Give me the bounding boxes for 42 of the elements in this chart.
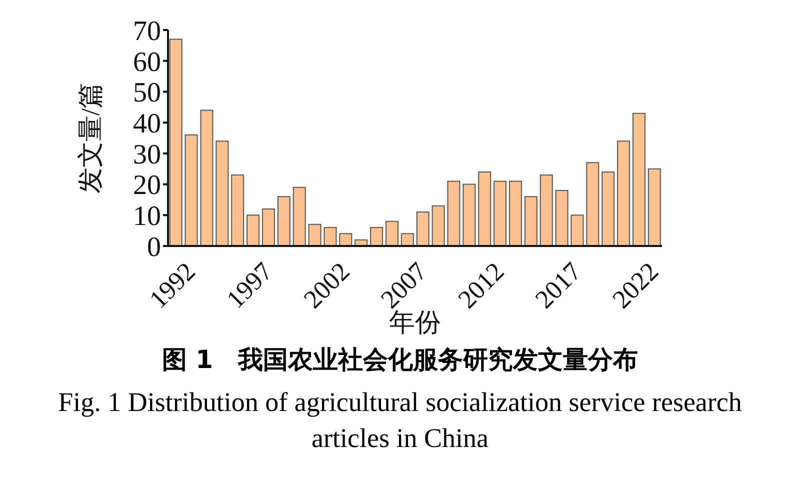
bar — [617, 140, 630, 246]
bar — [246, 214, 260, 246]
bar — [524, 196, 538, 246]
bar — [262, 208, 275, 246]
bar — [432, 205, 445, 246]
bar — [324, 226, 337, 246]
bar — [632, 112, 646, 246]
y-tick-label: 20 — [133, 170, 161, 202]
bar — [339, 233, 352, 246]
bar — [494, 180, 507, 246]
bar — [308, 224, 322, 246]
y-tick-label: 10 — [133, 201, 161, 232]
y-axis-title: 发文量/篇 — [76, 82, 106, 194]
bar — [416, 212, 430, 246]
text: Fig. 1 Distribution of agricultural socialization service research articles in China — [57, 386, 743, 455]
bar — [570, 214, 584, 246]
bar — [216, 140, 229, 246]
bar — [292, 186, 306, 246]
bar — [462, 184, 476, 246]
bar — [184, 134, 198, 246]
bar — [586, 162, 600, 246]
y-tick-label: 60 — [133, 46, 161, 78]
bar — [508, 180, 522, 246]
bar — [370, 226, 384, 246]
bar — [231, 174, 244, 246]
bar — [555, 190, 568, 246]
bar — [602, 171, 615, 246]
bar — [200, 110, 214, 246]
y-tick-label: 40 — [133, 108, 161, 140]
y-tick-label: 50 — [133, 78, 161, 109]
bar — [385, 220, 398, 246]
bar — [169, 38, 182, 246]
bar — [400, 233, 414, 246]
bar — [540, 174, 553, 246]
bar — [447, 180, 460, 246]
y-tick-label: 30 — [133, 139, 161, 170]
bar — [648, 168, 661, 246]
bar — [277, 196, 290, 246]
y-tick-label: 70 — [133, 16, 161, 47]
text: 图 1 我国农业社会化服务研究发文量分布 — [160, 344, 640, 376]
bar — [478, 171, 492, 246]
x-axis-title: 年份 — [389, 308, 441, 337]
